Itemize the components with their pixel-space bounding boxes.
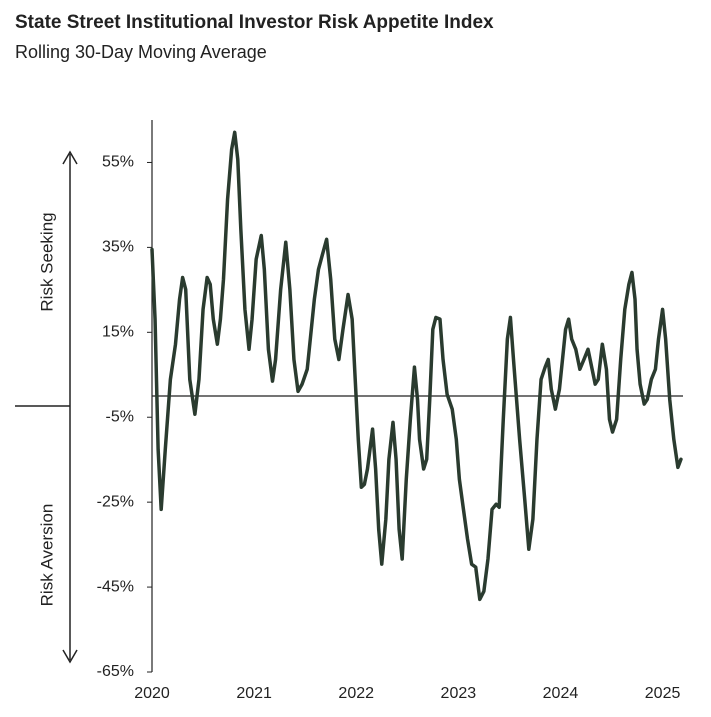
y-tick-label: -65% (97, 663, 134, 680)
y-tick-label: -25% (97, 493, 134, 510)
data-line (150, 130, 683, 602)
chart-title: State Street Institutional Investor Risk… (15, 12, 494, 33)
x-tick-label: 2020 (134, 685, 170, 702)
x-tick-label: 2023 (441, 685, 477, 702)
x-tick-label: 2024 (543, 685, 579, 702)
annotation: Risk Seeking (37, 212, 56, 311)
y-tick-label: 35% (102, 239, 134, 256)
x-tick-label: 2025 (645, 685, 681, 702)
y-tick-label: 15% (102, 324, 134, 341)
x-tick-label: 2021 (236, 685, 272, 702)
y-tick-label: -45% (97, 578, 134, 595)
y-tick-label: 55% (102, 154, 134, 171)
x-tick-label: 2022 (338, 685, 374, 702)
arrow-head (62, 649, 78, 664)
y-tick-label: -5% (106, 408, 134, 425)
chart-subtitle: Rolling 30-Day Moving Average (15, 42, 267, 62)
annotation: Risk Aversion (37, 504, 56, 607)
arrow-head (62, 150, 78, 165)
